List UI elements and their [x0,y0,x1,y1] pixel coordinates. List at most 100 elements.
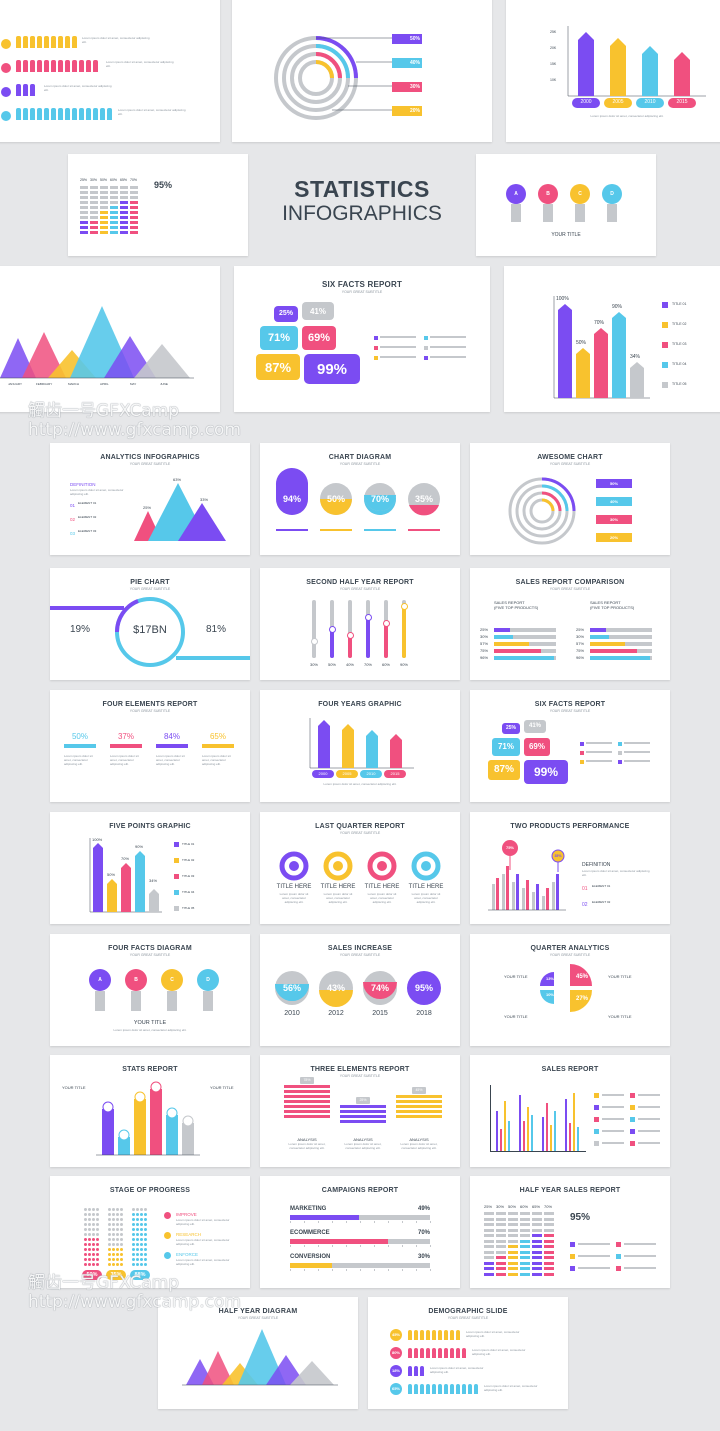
slide-five-points[interactable]: FIVE POINTS GRAPHIC 100% 50% 70% 90% 34%… [50,812,250,924]
sales-bar [546,1103,548,1151]
stage-value: 50% [82,1270,102,1280]
slide-sales-increase[interactable]: SALES INCREASE YOUR GREAT SUBTITLE 56% 4… [260,934,460,1046]
legend-swatch [424,356,428,360]
grid-cell [130,231,138,234]
top-slide-five-points[interactable]: 100% 50% 70% 90% 34% TITLE 01 TITLE 02 T… [504,266,720,412]
top-slide-four-years[interactable]: 25K 20K 15K 10K 2000 2005 2010 2015 Lore… [506,0,720,142]
column-subtitle: (FIVE TOP PRODUCTS) [590,605,635,610]
slide-title: FIVE POINTS GRAPHIC [109,823,191,830]
top-slide-half-year-sales[interactable]: 25% 30% 50% 60% 65% 70% 95% [68,154,248,256]
top-slide-demographic[interactable]: Lorem ipsum dolor sit amet, consectetur … [0,0,220,142]
grid-cell [544,1250,554,1254]
progress-dot [132,1258,135,1261]
slider-value: 50% [327,662,336,667]
slide-quarter-analytics[interactable]: QUARTER ANALYTICS YOUR GREAT SUBTITLE 13… [470,934,670,1046]
progress-dot [144,1208,147,1211]
person-icon [51,36,56,48]
year-label: 2005 [612,99,624,105]
top-slide-four-facts[interactable]: A B C D YOUR TITLE [476,154,656,256]
top-slide-six-facts[interactable]: SIX FACTS REPORT YOUR GREAT SUBTITLE 25%… [234,266,490,412]
grid-cell [100,211,108,214]
grid-cell [120,186,128,189]
slide-four-elements[interactable]: FOUR ELEMENTS REPORT YOUR GREAT SUBTITLE… [50,690,250,802]
legend-swatch [594,1129,599,1134]
grid-cell [80,201,88,204]
big-percent: 95% [570,1212,591,1223]
slide-title: SALES REPORT [541,1066,599,1073]
slide-chart-diagram[interactable]: CHART DIAGRAM YOUR GREAT SUBTITLE 94% 50… [260,443,460,555]
progress-dot [136,1233,139,1236]
slide-three-elements[interactable]: THREE ELEMENTS REPORT YOUR GREAT SUBTITL… [260,1055,460,1167]
slide-second-half-year[interactable]: SECOND HALF YEAR REPORT YOUR GREAT SUBTI… [260,568,460,680]
slide-analytics[interactable]: ANALYTICS INFOGRAPHICS YOUR GREAT SUBTIT… [50,443,250,555]
desc-text: Lorem ipsum dolor sit amet, consectetur … [279,892,309,904]
legend-line [586,742,612,744]
tick [402,1269,403,1271]
person-icon [444,1348,448,1358]
legend-swatch [594,1105,599,1110]
progress-dot [140,1248,143,1251]
sales-bar [523,1121,525,1151]
progress-dot [140,1238,143,1241]
slide-half-year-sales[interactable]: HALF YEAR SALES REPORT 25% 30% 50% 60% 65% 70… [470,1176,670,1288]
slide-pie-chart[interactable]: PIE CHART YOUR GREAT SUBTITLE 19% $17BN … [50,568,250,680]
bulb-letter: B [134,977,138,983]
top-slide-awesome-chart[interactable]: 50% 40% 30% 20% [232,0,492,142]
progress-dot [112,1243,115,1246]
slide-stats-report[interactable]: STATS REPORT YOUR TITLE YOUR TITLE [50,1055,250,1167]
slide-stage-of-progress[interactable]: STAGE OF PROGRESS 50% Lorem ipsum dolor s… [50,1176,250,1288]
grid-cell [520,1234,530,1237]
legend-line [624,1255,656,1257]
stripe [396,1115,442,1118]
slider-value: 90% [399,662,408,667]
person-icon [438,1330,442,1340]
grid-cell [532,1272,542,1276]
fact-value: 25% [505,725,516,731]
progress-dot [84,1228,87,1231]
slide-six-facts[interactable]: SIX FACTS REPORT YOUR GREAT SUBTITLE 25%… [470,690,670,802]
slide-demographic[interactable]: DEMOGRAPHIC SLIDE YOUR GREAT SUBTITLE 45… [368,1297,568,1409]
slider-fill [366,617,370,658]
slide-four-facts[interactable]: FOUR FACTS DIAGRAM YOUR GREAT SUBTITLE A… [50,934,250,1046]
pie-value: 35% [414,494,433,504]
progress-dot [96,1263,99,1266]
definition-label: DEFINITION [70,482,96,487]
progress-dot [96,1208,99,1211]
grid-cell [120,216,128,219]
slide-sales-report[interactable]: SALES REPORT [470,1055,670,1167]
legend-swatch [580,751,584,755]
slide-two-products[interactable]: TWO PRODUCTS PERFORMANCE 75% 35% DEFINIT… [470,812,670,924]
step-label: RESEARCH [176,1232,202,1237]
slide-half-year-diagram[interactable]: HALF YEAR DIAGRAM YOUR GREAT SUBTITLE [158,1297,358,1409]
column-percent: 30% [496,1204,505,1209]
grid-cell [110,221,118,224]
stripe [340,1110,386,1113]
progress-dot [144,1258,147,1261]
slide-last-quarter[interactable]: LAST QUARTER REPORT YOUR GREAT SUBTITLE … [260,812,460,924]
step-marker [164,1212,171,1219]
bar-value: 34% [149,878,158,883]
demographic-value: 65% [390,1383,402,1395]
tick [346,1245,347,1247]
slide-four-years[interactable]: FOUR YEARS GRAPHIC 2000 2005 2010 2015 L… [260,690,460,802]
quadrant-value: 10% [545,992,554,997]
progress-dot [136,1218,139,1221]
slide-campaigns[interactable]: CAMPAIGNS REPORT MARKETING 49% ECOMMERCE 70… [260,1176,460,1288]
grid-cell [110,231,118,234]
sales-bar [577,1127,579,1151]
pie-value: 95% [414,983,433,993]
campaign-name: MARKETING [290,1206,327,1212]
top-slide-half-year-diagram[interactable]: JANUARY FEBRUARY MARCH APRIL MAY JUNE [0,266,220,412]
person-icon [450,1330,454,1340]
ring-pie-chart [50,597,250,667]
person-icon [408,1348,412,1358]
progress-dot [112,1238,115,1241]
person-icon [72,60,77,72]
grid-cell [496,1217,506,1221]
tick [416,1269,417,1271]
analysis-label: ANALYSIS [353,1137,373,1142]
slide-awesome-chart[interactable]: AWESOME CHART YOUR GREAT SUBTITLE 50% 40… [470,443,670,555]
slide-sales-comparison[interactable]: SALES REPORT COMPARISON YOUR GREAT SUBTI… [470,568,670,680]
grid-cell [496,1212,506,1215]
progress-dot [108,1248,111,1251]
